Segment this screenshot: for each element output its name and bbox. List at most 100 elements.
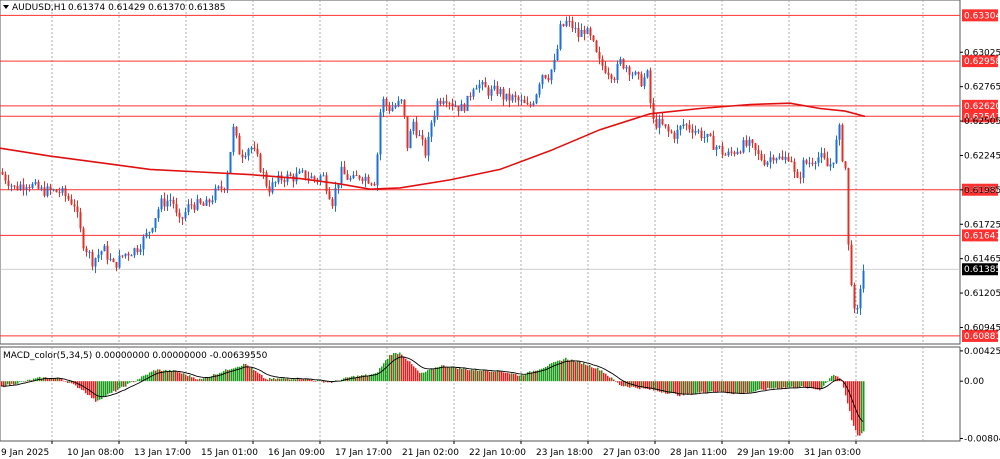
macd-bar (255, 370, 257, 382)
macd-bar (701, 381, 703, 392)
price-pane (0, 0, 961, 345)
bull-candle (808, 162, 811, 164)
bear-candle (805, 160, 808, 164)
level-label-box (962, 99, 998, 112)
bull-candle (478, 84, 481, 89)
macd-bar (73, 381, 75, 385)
bull-candle (769, 157, 772, 163)
macd-bar (769, 381, 771, 389)
bear-candle (4, 174, 7, 181)
macd-bar (441, 365, 443, 382)
macd-bar (707, 381, 709, 393)
bull-candle (580, 29, 583, 37)
macd-bar (817, 381, 819, 390)
macd-bar (287, 378, 289, 382)
macd-bar (205, 377, 207, 382)
macd-bar (71, 381, 73, 384)
macd-bar (403, 356, 405, 382)
bear-candle (445, 101, 448, 104)
macd-bar (603, 372, 605, 382)
macd-bar (327, 381, 329, 383)
bear-candle (163, 198, 166, 207)
macd-bar (759, 381, 761, 390)
macd-bar (17, 381, 19, 384)
macd-bar (69, 381, 71, 383)
macd-bar (561, 361, 563, 382)
macd-bar (681, 381, 683, 395)
macd-bar (677, 381, 679, 396)
bull-candle (862, 270, 865, 289)
macd-bar (863, 381, 865, 432)
macd-bar (7, 381, 9, 385)
macd-bar (643, 381, 645, 389)
bear-candle (799, 177, 802, 179)
macd-bar (557, 360, 559, 382)
macd-bar (813, 381, 815, 389)
macd-bar (795, 381, 797, 388)
macd-bar (323, 381, 325, 383)
macd-bar (577, 360, 579, 382)
macd-bar (607, 375, 609, 382)
dropdown-triangle-icon[interactable] (3, 5, 9, 9)
bull-candle (703, 136, 706, 139)
macd-bar (313, 380, 315, 382)
macd-bar (789, 381, 791, 388)
macd-bar (611, 377, 613, 382)
bear-candle (772, 157, 775, 161)
macd-bar (801, 381, 803, 387)
macd-bar (251, 367, 253, 382)
bull-candle (340, 166, 343, 184)
bear-candle (733, 152, 736, 154)
macd-bar (447, 366, 449, 382)
bull-candle (436, 100, 439, 116)
level-label: 0.63304 (964, 11, 1000, 21)
bull-candle (418, 135, 421, 137)
bull-candle (97, 254, 100, 259)
macd-bar (83, 381, 85, 391)
bull-candle (559, 24, 562, 49)
bear-candle (415, 121, 418, 136)
macd-bar (655, 381, 657, 391)
macd-bar (487, 370, 489, 382)
macd-bar (823, 381, 825, 386)
bear-candle (67, 196, 70, 200)
bear-candle (403, 99, 406, 117)
bull-candle (634, 72, 637, 75)
bear-candle (841, 124, 844, 162)
bear-candle (691, 129, 694, 133)
bull-candle (25, 187, 28, 190)
bull-candle (412, 121, 415, 131)
bear-candle (136, 248, 139, 253)
macd-bar (805, 381, 807, 387)
macd-bar (261, 375, 263, 382)
macd-bar (265, 378, 267, 382)
bull-candle (61, 188, 64, 193)
macd-bar (133, 381, 135, 383)
macd-bar (307, 378, 309, 382)
macd-bar (687, 381, 689, 395)
bull-candle (145, 232, 148, 237)
macd-bar (379, 368, 381, 382)
macd-bar (595, 368, 597, 382)
bull-candle (247, 149, 250, 156)
macd-bar (59, 378, 61, 382)
bull-candle (274, 182, 277, 184)
macd-bar (249, 367, 251, 382)
macd-bar (419, 372, 421, 382)
macd-bar (169, 369, 171, 382)
bear-candle (853, 285, 856, 309)
macd-bar (589, 365, 591, 382)
macd-bar (295, 379, 297, 382)
macd-bar (13, 381, 15, 385)
macd-bar (91, 381, 93, 399)
macd-bar (279, 378, 281, 382)
level-label-box (962, 183, 998, 196)
level-label-box (962, 329, 998, 342)
bear-candle (577, 28, 580, 37)
macd-bar (499, 371, 501, 382)
bear-candle (613, 78, 616, 80)
macd-bar (223, 370, 225, 382)
macd-bar (93, 381, 95, 399)
ohlc-readout: 0.61374 0.61429 0.61370 0.61385 (68, 3, 225, 13)
